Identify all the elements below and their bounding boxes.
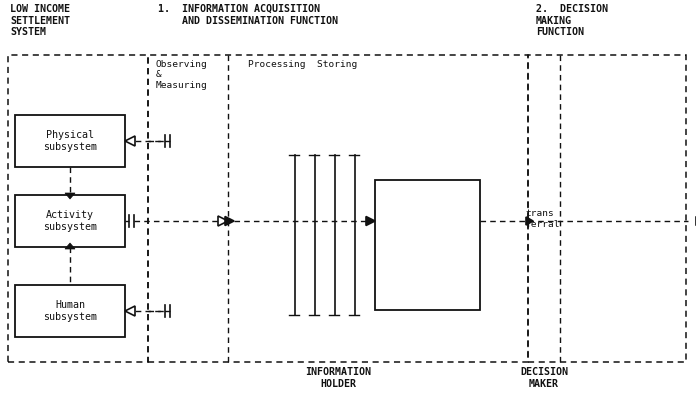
Text: INFORMATION
HOLDER: INFORMATION HOLDER	[305, 367, 371, 389]
Bar	[8, 55, 148, 362]
Bar	[15, 115, 125, 167]
Text: LOW INCOME
SETTLEMENT
SYSTEM: LOW INCOME SETTLEMENT SYSTEM	[10, 4, 70, 37]
Polygon shape	[125, 136, 135, 146]
Polygon shape	[218, 216, 228, 226]
Text: 2.  DECISION
MAKING
FUNCTION: 2. DECISION MAKING FUNCTION	[536, 4, 608, 37]
Text: 1.  INFORMATION ACQUISITION
    AND DISSEMINATION FUNCTION: 1. INFORMATION ACQUISITION AND DISSEMINA…	[158, 4, 338, 26]
Bar	[148, 55, 528, 362]
Text: DECISION
MAKER: DECISION MAKER	[520, 367, 568, 389]
Text: trans
ferral: trans ferral	[525, 209, 560, 229]
Polygon shape	[526, 217, 533, 225]
Polygon shape	[65, 243, 75, 249]
Text: Activity
subsystem: Activity subsystem	[43, 210, 97, 232]
Bar	[15, 195, 125, 247]
Text: Human
subsystem: Human subsystem	[43, 300, 97, 322]
Text: Observing
&
Measuring: Observing & Measuring	[156, 60, 207, 90]
Polygon shape	[125, 306, 135, 316]
Polygon shape	[65, 193, 75, 199]
Polygon shape	[366, 217, 375, 225]
Text: Physical
subsystem: Physical subsystem	[43, 130, 97, 152]
Bar	[15, 285, 125, 337]
Text: Processing  Storing: Processing Storing	[248, 60, 357, 69]
Polygon shape	[225, 217, 234, 225]
Bar	[528, 55, 686, 362]
Bar	[375, 180, 480, 310]
